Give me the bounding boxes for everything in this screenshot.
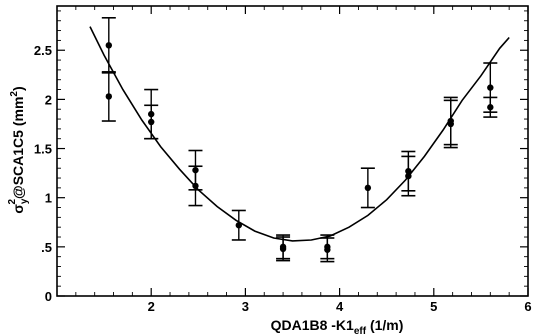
data-marker (148, 118, 155, 126)
data-point (188, 165, 203, 207)
data-point (231, 209, 246, 241)
data-marker (235, 222, 243, 229)
axis-tick-labels: 2 3 4 5 6 0 .5 1 1.5 2 2.5 (34, 43, 532, 314)
data-marker (192, 182, 199, 190)
x-axis-label: QDA1B8 -K1eff (1/m) (271, 317, 404, 334)
y-axis-label-sigma: σ (10, 204, 26, 214)
data-point (320, 234, 335, 260)
y-tick-label: 2.5 (34, 43, 52, 58)
x-axis-label-main: QDA1B8 -K1 (271, 317, 354, 333)
data-point (443, 99, 458, 149)
y-axis-label-sub: y (19, 198, 30, 204)
data-marker (487, 104, 494, 111)
y-tick-label: 1.5 (34, 142, 52, 157)
x-axis-label-unit: (1/m) (366, 317, 403, 333)
x-tick-label: 2 (148, 299, 155, 314)
y-tick-label: .5 (41, 240, 52, 255)
y-axis-label-unit-sup: 2 (9, 91, 20, 97)
data-point (401, 155, 416, 197)
data-point (276, 234, 291, 260)
data-point (144, 104, 159, 140)
data-point (483, 96, 498, 118)
data-marker (447, 120, 454, 128)
data-marker (324, 243, 331, 251)
y-tick-label: 0 (45, 289, 52, 304)
data-marker (279, 243, 287, 251)
data-marker (105, 93, 113, 100)
plot-frame (56, 5, 529, 297)
y-axis-label-sup: 2 (7, 199, 18, 205)
y-axis-label-rest: @SCA1C5 (mm (10, 97, 26, 199)
fit-curve (89, 26, 510, 242)
y-axis-label-close: ) (10, 86, 26, 91)
data-marker (364, 184, 372, 192)
x-tick-label: 5 (430, 299, 437, 314)
x-tick-label: 3 (242, 299, 249, 314)
data-points-group (101, 16, 498, 263)
fit-curve-group (89, 26, 510, 242)
data-point (360, 167, 375, 209)
data-point (101, 71, 116, 122)
x-axis-label-sub: eff (354, 326, 367, 334)
y-axis-label: σy2@SCA1C5 (mm2) (7, 86, 30, 213)
data-marker (487, 84, 494, 91)
data-marker (105, 42, 113, 49)
x-tick-label: 4 (336, 299, 344, 314)
y-tick-label: 2 (45, 92, 52, 107)
y-tick-label: 1 (45, 191, 52, 206)
plot-border (56, 5, 529, 297)
x-tick-label: 6 (524, 299, 531, 314)
axis-ticks (57, 6, 529, 297)
data-point (101, 16, 116, 74)
data-marker (405, 172, 412, 180)
